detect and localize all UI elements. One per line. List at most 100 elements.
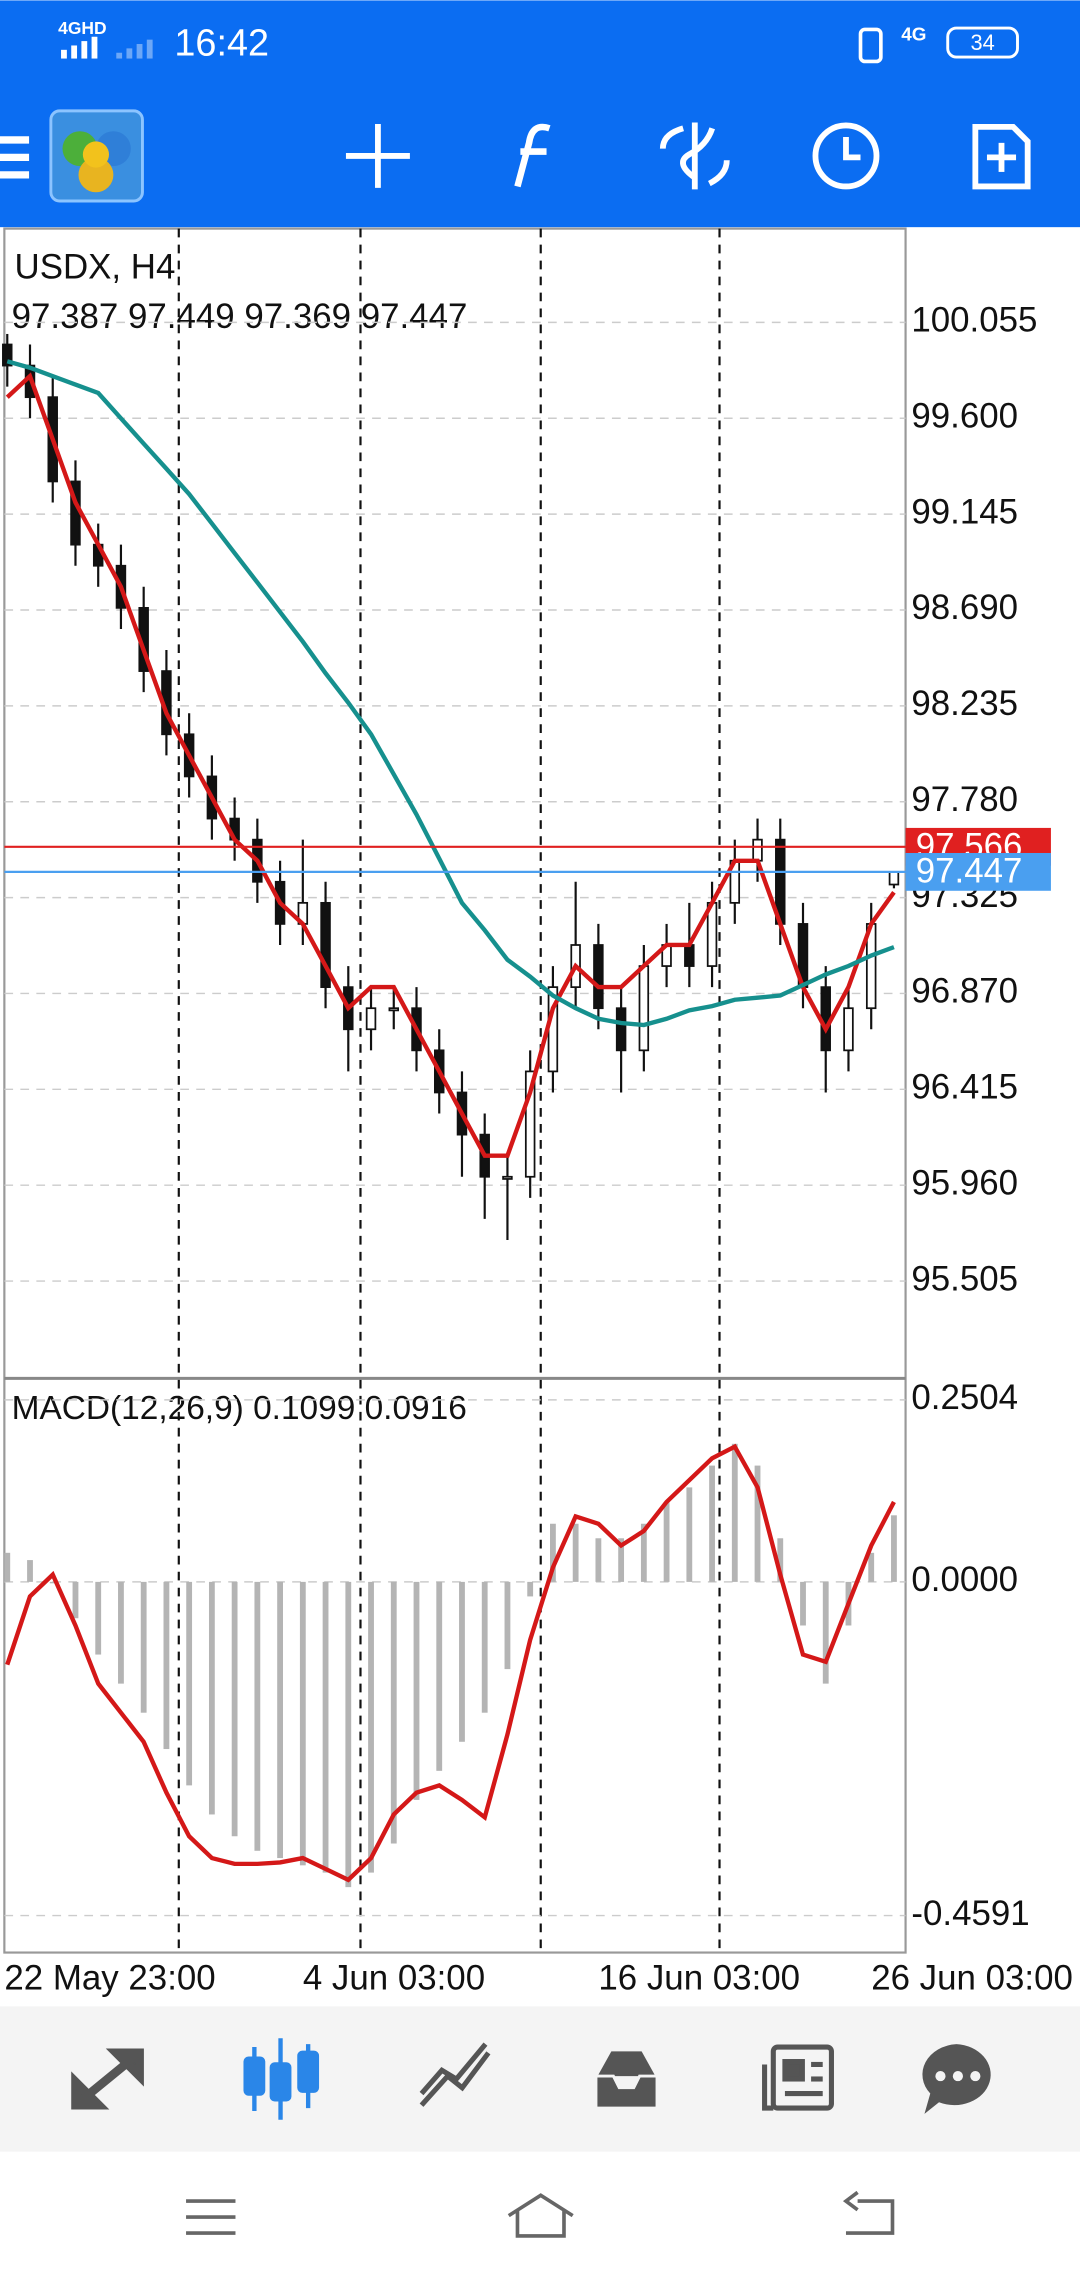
signal-bar <box>459 1581 465 1742</box>
x-tick-label: 16 Jun 03:00 <box>598 1958 800 1997</box>
candle-body <box>615 1007 627 1052</box>
signal-bar <box>504 1581 511 1670</box>
menu-button[interactable] <box>0 136 30 179</box>
clock: 16:42 <box>174 22 269 64</box>
candle-body <box>502 1175 513 1180</box>
signal-bar <box>186 1581 193 1786</box>
x-tick-label: 26 Jun 03:00 <box>871 1958 1073 1997</box>
signal-bar <box>754 1465 761 1582</box>
bottom-nav <box>0 2006 1080 2152</box>
candle-body <box>638 965 650 1052</box>
app-icon[interactable] <box>49 109 144 203</box>
crosshair-button[interactable] <box>345 123 410 188</box>
signal-bar <box>95 1581 102 1655</box>
macd-line <box>5 1443 896 1883</box>
candle-body <box>524 1070 536 1178</box>
signal-icon <box>61 36 153 59</box>
signal-bar <box>299 1581 306 1866</box>
chat-tab[interactable] <box>922 2044 991 2114</box>
network2-label: 4G <box>901 24 926 45</box>
signal-bar <box>322 1581 329 1873</box>
signal-bar <box>663 1501 670 1582</box>
signal-bar <box>368 1581 374 1873</box>
signal-bar <box>527 1581 534 1597</box>
x-tick-label: 22 May 23:00 <box>4 1958 215 1997</box>
signal-bar <box>550 1523 556 1582</box>
indicators-button[interactable] <box>514 123 551 188</box>
y-tick-label: -0.4591 <box>911 1894 1029 1933</box>
candle-body <box>388 1007 400 1012</box>
recent-button[interactable] <box>186 2199 236 2235</box>
battery-icon <box>946 26 1019 59</box>
price-tag <box>905 852 1051 891</box>
signal-bar <box>27 1560 33 1582</box>
y-tick-label: 95.505 <box>911 1259 1018 1298</box>
candle-body <box>320 901 331 989</box>
signal-bar <box>49 1581 56 1584</box>
y-tick-label: 99.145 <box>911 492 1018 531</box>
history-tab[interactable] <box>594 2048 659 2110</box>
candle-body <box>2 343 13 367</box>
signal-bar <box>481 1581 488 1713</box>
signal-bar <box>140 1581 147 1713</box>
vibrate-icon <box>858 27 883 64</box>
signal-bar <box>572 1523 579 1582</box>
signal-bar <box>345 1581 352 1888</box>
signal-bar <box>709 1465 715 1582</box>
back-button[interactable] <box>842 2190 895 2235</box>
moving-average <box>6 359 895 1028</box>
candle-body <box>684 944 695 967</box>
price-tag-label: 97.447 <box>916 852 1023 891</box>
quotes-tab[interactable] <box>71 2048 144 2110</box>
y-tick-label: 99.600 <box>911 396 1018 435</box>
candle-body <box>820 986 831 1052</box>
period-button[interactable] <box>812 122 880 190</box>
signal-bar <box>277 1581 283 1859</box>
trade-button[interactable] <box>659 122 730 190</box>
signal-bar <box>254 1581 261 1851</box>
y-tick-label: 96.870 <box>911 972 1018 1011</box>
signal-bar <box>118 1581 124 1684</box>
y-tick-label: 98.235 <box>911 684 1018 723</box>
signal-bar <box>231 1581 238 1837</box>
candle-body <box>365 1007 377 1031</box>
signal-bar <box>72 1581 79 1619</box>
signal-bar <box>390 1581 397 1844</box>
signal-bar <box>618 1538 625 1582</box>
y-tick-label: 0.0000 <box>911 1560 1018 1599</box>
signal-bar <box>436 1581 443 1771</box>
top-bar <box>0 0 1080 228</box>
system-nav <box>186 2190 895 2238</box>
chart-area <box>3 227 907 1954</box>
signal-bar <box>640 1523 647 1582</box>
macd-label: MACD(12,26,9) 0.1099 0.0916 <box>12 1390 467 1427</box>
signal-bar <box>868 1552 875 1582</box>
new-order-button[interactable] <box>972 123 1031 190</box>
signal-bar <box>4 1552 11 1582</box>
symbol-label: USDX, H4 <box>15 248 176 287</box>
signal-bar <box>413 1581 420 1800</box>
candle-body <box>593 944 604 1010</box>
signal-bar <box>777 1538 784 1582</box>
signal-bar <box>163 1581 170 1750</box>
network-label: 4GHD <box>58 18 106 38</box>
signal-bar <box>891 1515 897 1582</box>
chart-frame <box>3 227 907 1954</box>
moving-average <box>5 372 896 1158</box>
y-tick-label: 95.960 <box>911 1163 1018 1202</box>
y-tick-label: 0.2504 <box>911 1378 1018 1417</box>
ohlc-label: 97.387 97.449 97.369 97.447 <box>12 297 468 336</box>
candle-body <box>888 871 900 886</box>
y-tick-label: 96.415 <box>911 1068 1018 1107</box>
y-tick-label: 98.690 <box>911 588 1018 627</box>
signal-bar <box>208 1581 215 1815</box>
news-tab[interactable] <box>762 2044 834 2111</box>
signal-bar <box>595 1538 602 1582</box>
trade-tab[interactable] <box>419 2042 491 2107</box>
home-button[interactable] <box>507 2193 574 2238</box>
signal-bar <box>800 1581 806 1626</box>
chart-tab[interactable] <box>243 2038 320 2120</box>
x-tick-label: 4 Jun 03:00 <box>303 1958 485 1997</box>
candle-body <box>843 1007 854 1052</box>
